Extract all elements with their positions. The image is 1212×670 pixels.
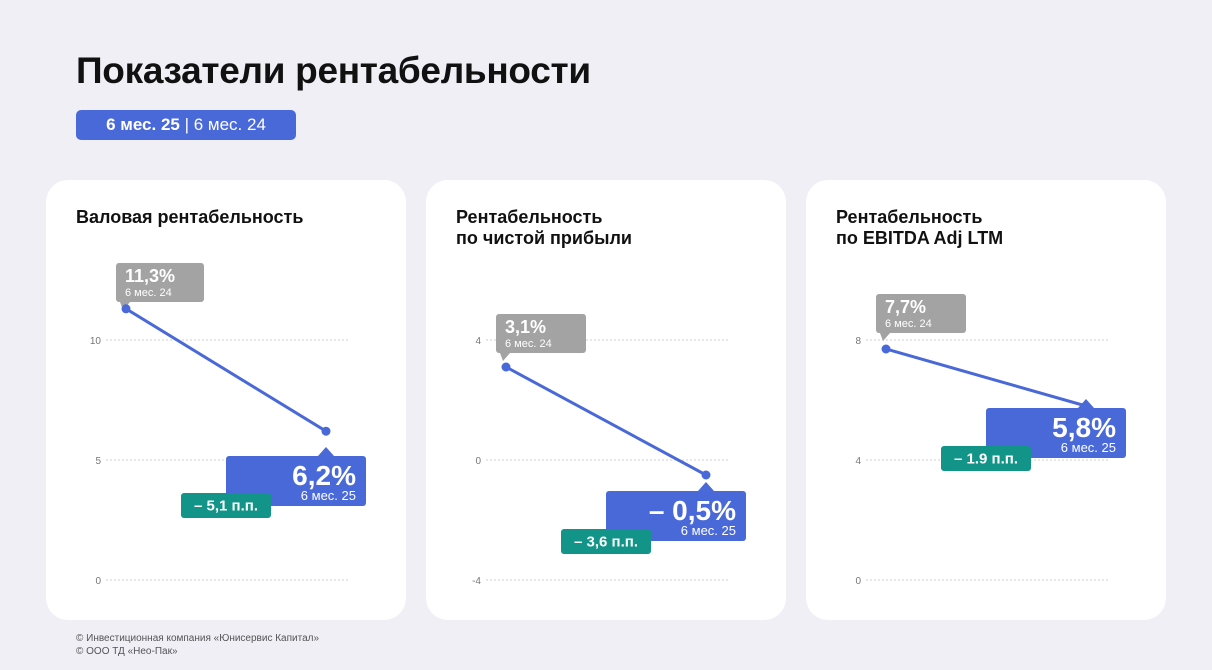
chart-card-net-margin: Рентабельность по чистой прибыли -4 0 4 3,1… xyxy=(426,180,786,620)
callout-box xyxy=(116,263,204,302)
callout-box xyxy=(496,314,586,353)
current-value-callout: – 0,5%6 мес. 25 xyxy=(606,482,746,541)
y-tick-label: 10 xyxy=(90,336,102,347)
period-separator: | xyxy=(179,115,194,134)
delta-value: – 3,6 п.п. xyxy=(574,534,638,551)
callout-box xyxy=(876,294,966,333)
y-tick-label: 0 xyxy=(95,576,101,587)
current-period: 6 мес. 25 xyxy=(301,488,356,503)
series-line xyxy=(504,365,708,477)
chart-title: Рентабельность по EBITDA Adj LTM xyxy=(836,207,1004,248)
badge-box xyxy=(941,446,1031,471)
previous-value-callout: 3,1%6 мес. 24 xyxy=(496,314,586,361)
chart-title: Валовая рентабельность xyxy=(76,207,304,227)
callout-pointer xyxy=(698,482,714,491)
y-tick-label: 0 xyxy=(475,456,481,467)
current-value: 6,2% xyxy=(292,460,356,491)
period-current: 6 мес. 25 xyxy=(106,115,180,134)
previous-value: 11,3% xyxy=(125,266,175,286)
footer: © Инвестиционная компания «Юнисервис Кап… xyxy=(76,632,319,658)
previous-value: 3,1% xyxy=(505,317,546,337)
badge-box xyxy=(181,493,271,518)
callout-box xyxy=(606,491,746,541)
chart-card-gross-margin: Валовая рентабельность 0 5 10 11,3% 6 мес. 2… xyxy=(46,180,406,620)
chart-title: Рентабельность по чистой прибыли xyxy=(456,207,632,248)
current-value-callout: 6,2%6 мес. 25 xyxy=(226,447,366,506)
previous-period: 6 мес. 24 xyxy=(885,318,932,330)
data-point xyxy=(701,470,711,480)
current-value: 5,8% xyxy=(1052,412,1116,443)
delta-value: – 5,1 п.п. xyxy=(194,498,258,515)
current-value: – 0,5% xyxy=(649,495,736,526)
data-point xyxy=(121,304,131,314)
y-tick-label: 0 xyxy=(855,576,861,587)
period-previous: 6 мес. 24 xyxy=(193,115,266,134)
callout-box xyxy=(986,408,1126,458)
previous-period: 6 мес. 24 xyxy=(125,287,172,299)
page-title: Показатели рентабельности xyxy=(76,50,591,91)
y-tick-label: -4 xyxy=(472,576,481,587)
current-value-callout: 5,8%6 мес. 25 xyxy=(986,399,1126,458)
series-line xyxy=(124,307,328,433)
data-point xyxy=(881,344,891,354)
current-period: 6 мес. 25 xyxy=(681,523,736,538)
series-line xyxy=(884,347,1088,408)
footer-copyright-1: © Инвестиционная компания «Юнисервис Кап… xyxy=(76,633,320,644)
y-tick-label: 4 xyxy=(475,336,481,347)
callout-pointer xyxy=(500,353,510,361)
previous-value: 7,7% xyxy=(885,297,926,317)
period-badge: 6 мес. 25 | 6 мес. 24 xyxy=(76,110,296,140)
callout-pointer xyxy=(880,333,890,341)
data-point xyxy=(321,426,331,436)
y-tick-label: 4 xyxy=(855,456,861,467)
delta-badge: – 1.9 п.п. xyxy=(941,446,1031,471)
delta-badge: – 5,1 п.п. xyxy=(181,493,271,518)
data-point xyxy=(1081,401,1091,411)
chart-card-ebitda-margin: Рентабельность по EBITDA Adj LTM 0 4 8 7,7%… xyxy=(806,180,1166,620)
y-tick-label: 5 xyxy=(95,456,101,467)
data-point xyxy=(501,362,511,372)
current-period: 6 мес. 25 xyxy=(1061,440,1116,455)
y-tick-label: 8 xyxy=(855,336,861,347)
badge-box xyxy=(561,529,651,554)
callout-pointer xyxy=(318,447,334,456)
footer-copyright-2: © ООО ТД «Нео-Пак» xyxy=(76,646,178,657)
delta-value: – 1.9 п.п. xyxy=(954,451,1018,468)
delta-badge: – 3,6 п.п. xyxy=(561,529,651,554)
previous-value-callout: 11,3%6 мес. 24 xyxy=(116,263,204,310)
previous-period: 6 мес. 24 xyxy=(505,338,552,350)
previous-value-callout: 7,7%6 мес. 24 xyxy=(876,294,966,341)
